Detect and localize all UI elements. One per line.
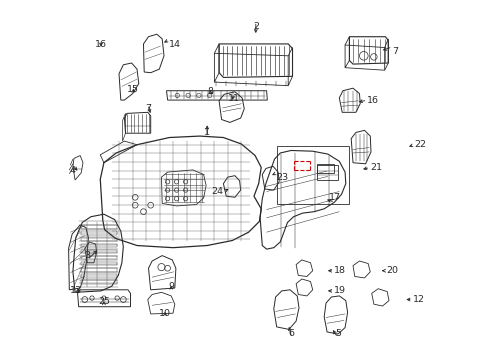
Text: 8: 8 (207, 87, 213, 96)
Bar (81, 268, 117, 271)
Text: 7: 7 (145, 104, 151, 113)
Text: 16: 16 (95, 40, 107, 49)
Text: 24: 24 (211, 187, 223, 196)
Bar (317, 165, 338, 180)
Bar (277, 146, 349, 204)
Text: 11: 11 (228, 94, 240, 103)
Bar (81, 262, 117, 265)
Text: 2: 2 (253, 22, 259, 31)
Text: 16: 16 (368, 96, 379, 105)
Text: 21: 21 (370, 163, 382, 172)
Text: 22: 22 (414, 140, 426, 149)
Text: 15: 15 (127, 85, 139, 94)
Text: 7: 7 (392, 47, 398, 56)
Bar (81, 238, 117, 241)
Bar (81, 244, 117, 247)
Bar (317, 164, 334, 173)
Bar (81, 280, 117, 284)
Text: 3: 3 (84, 251, 90, 260)
Text: 1: 1 (204, 128, 210, 137)
Text: 17: 17 (329, 193, 341, 202)
Bar (81, 256, 117, 259)
Bar (81, 274, 117, 278)
Text: 14: 14 (170, 40, 181, 49)
Bar (81, 225, 117, 229)
Text: 19: 19 (334, 287, 346, 295)
Bar (81, 231, 117, 235)
Text: 6: 6 (289, 329, 295, 338)
Bar (81, 250, 117, 253)
Text: 9: 9 (168, 282, 174, 291)
Text: 10: 10 (159, 309, 171, 318)
Text: 5: 5 (335, 329, 341, 338)
Text: 18: 18 (334, 266, 346, 275)
Text: 12: 12 (413, 295, 425, 304)
Text: 23: 23 (277, 173, 289, 182)
Text: 13: 13 (70, 286, 82, 295)
Text: 25: 25 (98, 297, 110, 306)
Text: 20: 20 (386, 266, 398, 275)
Text: 4: 4 (70, 166, 76, 175)
